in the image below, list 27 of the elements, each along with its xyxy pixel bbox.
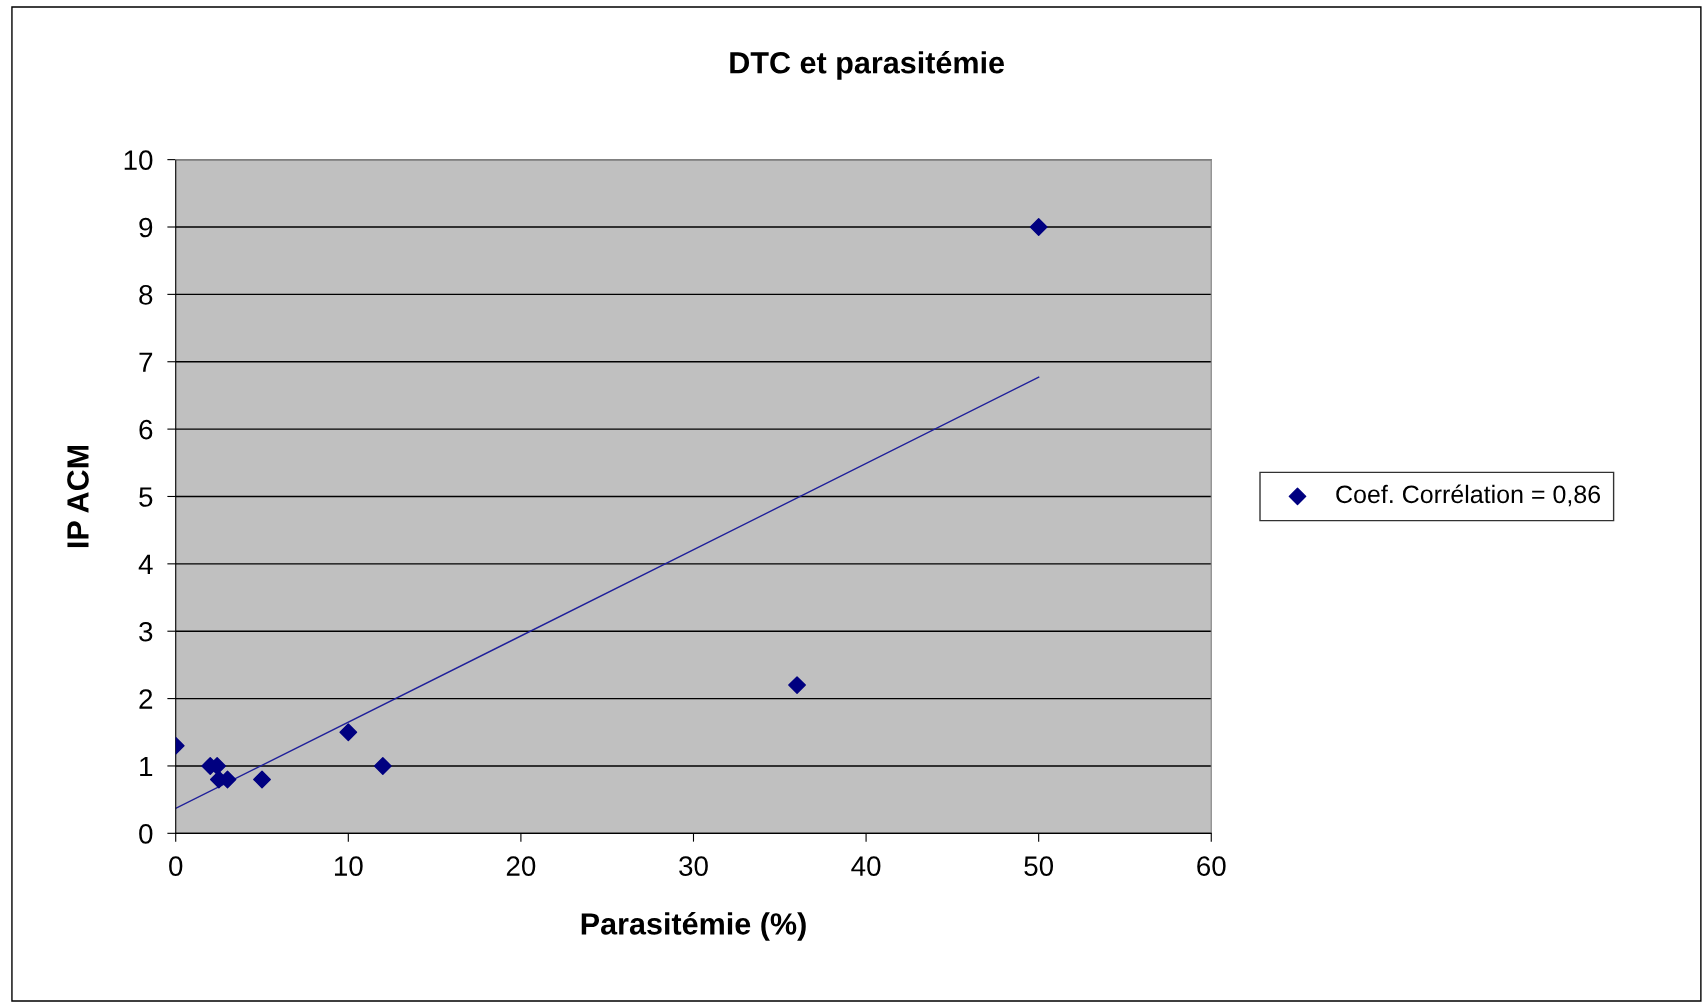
- point: [1029, 218, 1048, 236]
- y-tick-label: 7: [139, 352, 153, 372]
- y-tick-label: 1: [140, 756, 153, 777]
- x-tick-label: 50: [1024, 856, 1054, 876]
- x-tick-label: 40: [851, 856, 881, 876]
- point: [253, 770, 271, 789]
- y-tick-label: 5: [139, 487, 153, 507]
- y-tick-label: 2: [139, 689, 153, 709]
- x-tick-label: 20: [506, 856, 536, 876]
- y-tick-label: 4: [138, 554, 153, 574]
- chart-title: DTC et parasitémie: [730, 50, 1005, 80]
- x-tick-label: 60: [1197, 856, 1226, 876]
- legend-label: Coef. Corrélation = 0,86: [1336, 484, 1601, 507]
- x-tick-label: 0: [169, 856, 183, 876]
- y-tick-label: 0: [139, 823, 153, 844]
- y-tick-label: 9: [139, 217, 153, 238]
- y-tick-label: 3: [139, 621, 153, 642]
- point: [339, 723, 358, 742]
- x-tick-label: 30: [679, 856, 708, 876]
- point: [788, 676, 806, 695]
- y-tick-label: 8: [139, 285, 153, 305]
- y-tick-label: 10: [124, 150, 153, 170]
- x-axis-title: Parasitémie (%): [581, 911, 806, 941]
- y-tick-label: 6: [139, 419, 153, 440]
- x-tick-label: 10: [334, 856, 363, 876]
- point: [373, 757, 392, 775]
- y-axis-title: IP ACM: [67, 445, 89, 548]
